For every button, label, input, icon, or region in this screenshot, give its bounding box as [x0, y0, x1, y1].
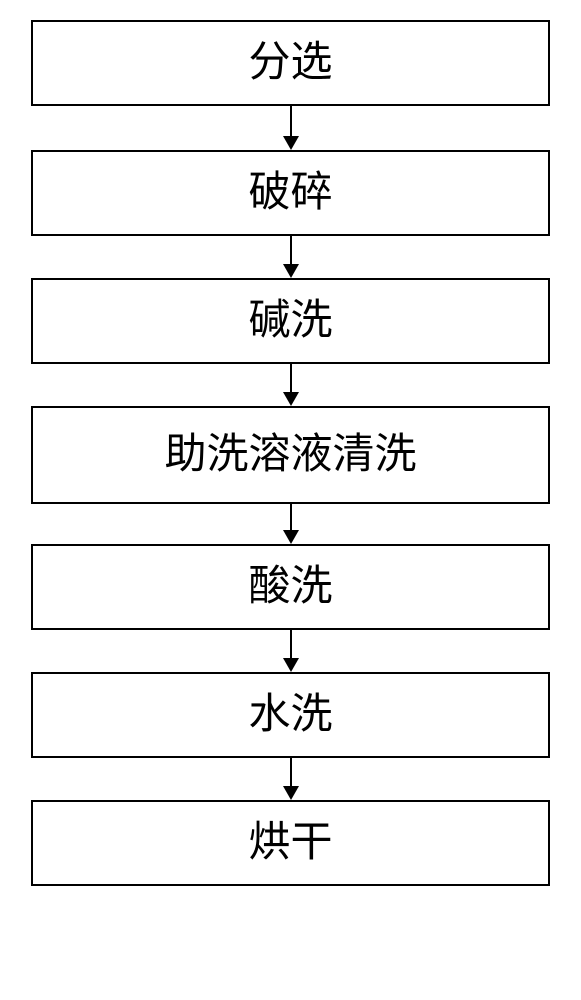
- flowchart-box-n2: 破碎: [31, 150, 550, 236]
- flowchart-box-n3: 碱洗: [31, 278, 550, 364]
- arrow-head-icon: [283, 264, 299, 278]
- flowchart-box-n7: 烘干: [31, 800, 550, 886]
- flowchart-box-label: 碱洗: [248, 300, 332, 342]
- flowchart-box-label: 酸洗: [248, 566, 332, 608]
- arrow-line: [290, 236, 292, 264]
- flowchart-box-n4: 助洗溶液清洗: [31, 406, 550, 504]
- flowchart-box-n1: 分选: [31, 20, 550, 106]
- flowchart-box-label: 破碎: [248, 172, 332, 214]
- flowchart-box-label: 水洗: [248, 694, 332, 736]
- arrow-line: [290, 106, 292, 136]
- arrow-head-icon: [283, 136, 299, 150]
- flowchart-arrow: [283, 236, 299, 278]
- arrow-head-icon: [283, 392, 299, 406]
- flowchart-arrow: [283, 630, 299, 672]
- flowchart-box-label: 烘干: [248, 822, 332, 864]
- arrow-head-icon: [283, 658, 299, 672]
- arrow-line: [290, 630, 292, 658]
- flowchart-arrow: [283, 504, 299, 544]
- flowchart-arrow: [283, 364, 299, 406]
- flowchart-container: 分选破碎碱洗助洗溶液清洗酸洗水洗烘干: [0, 20, 581, 886]
- flowchart-arrow: [283, 106, 299, 150]
- arrow-line: [290, 364, 292, 392]
- flowchart-arrow: [283, 758, 299, 800]
- arrow-head-icon: [283, 530, 299, 544]
- flowchart-box-n5: 酸洗: [31, 544, 550, 630]
- arrow-head-icon: [283, 786, 299, 800]
- flowchart-box-label: 分选: [248, 42, 332, 84]
- arrow-line: [290, 758, 292, 786]
- arrow-line: [290, 504, 292, 530]
- flowchart-box-n6: 水洗: [31, 672, 550, 758]
- flowchart-box-label: 助洗溶液清洗: [164, 434, 416, 476]
